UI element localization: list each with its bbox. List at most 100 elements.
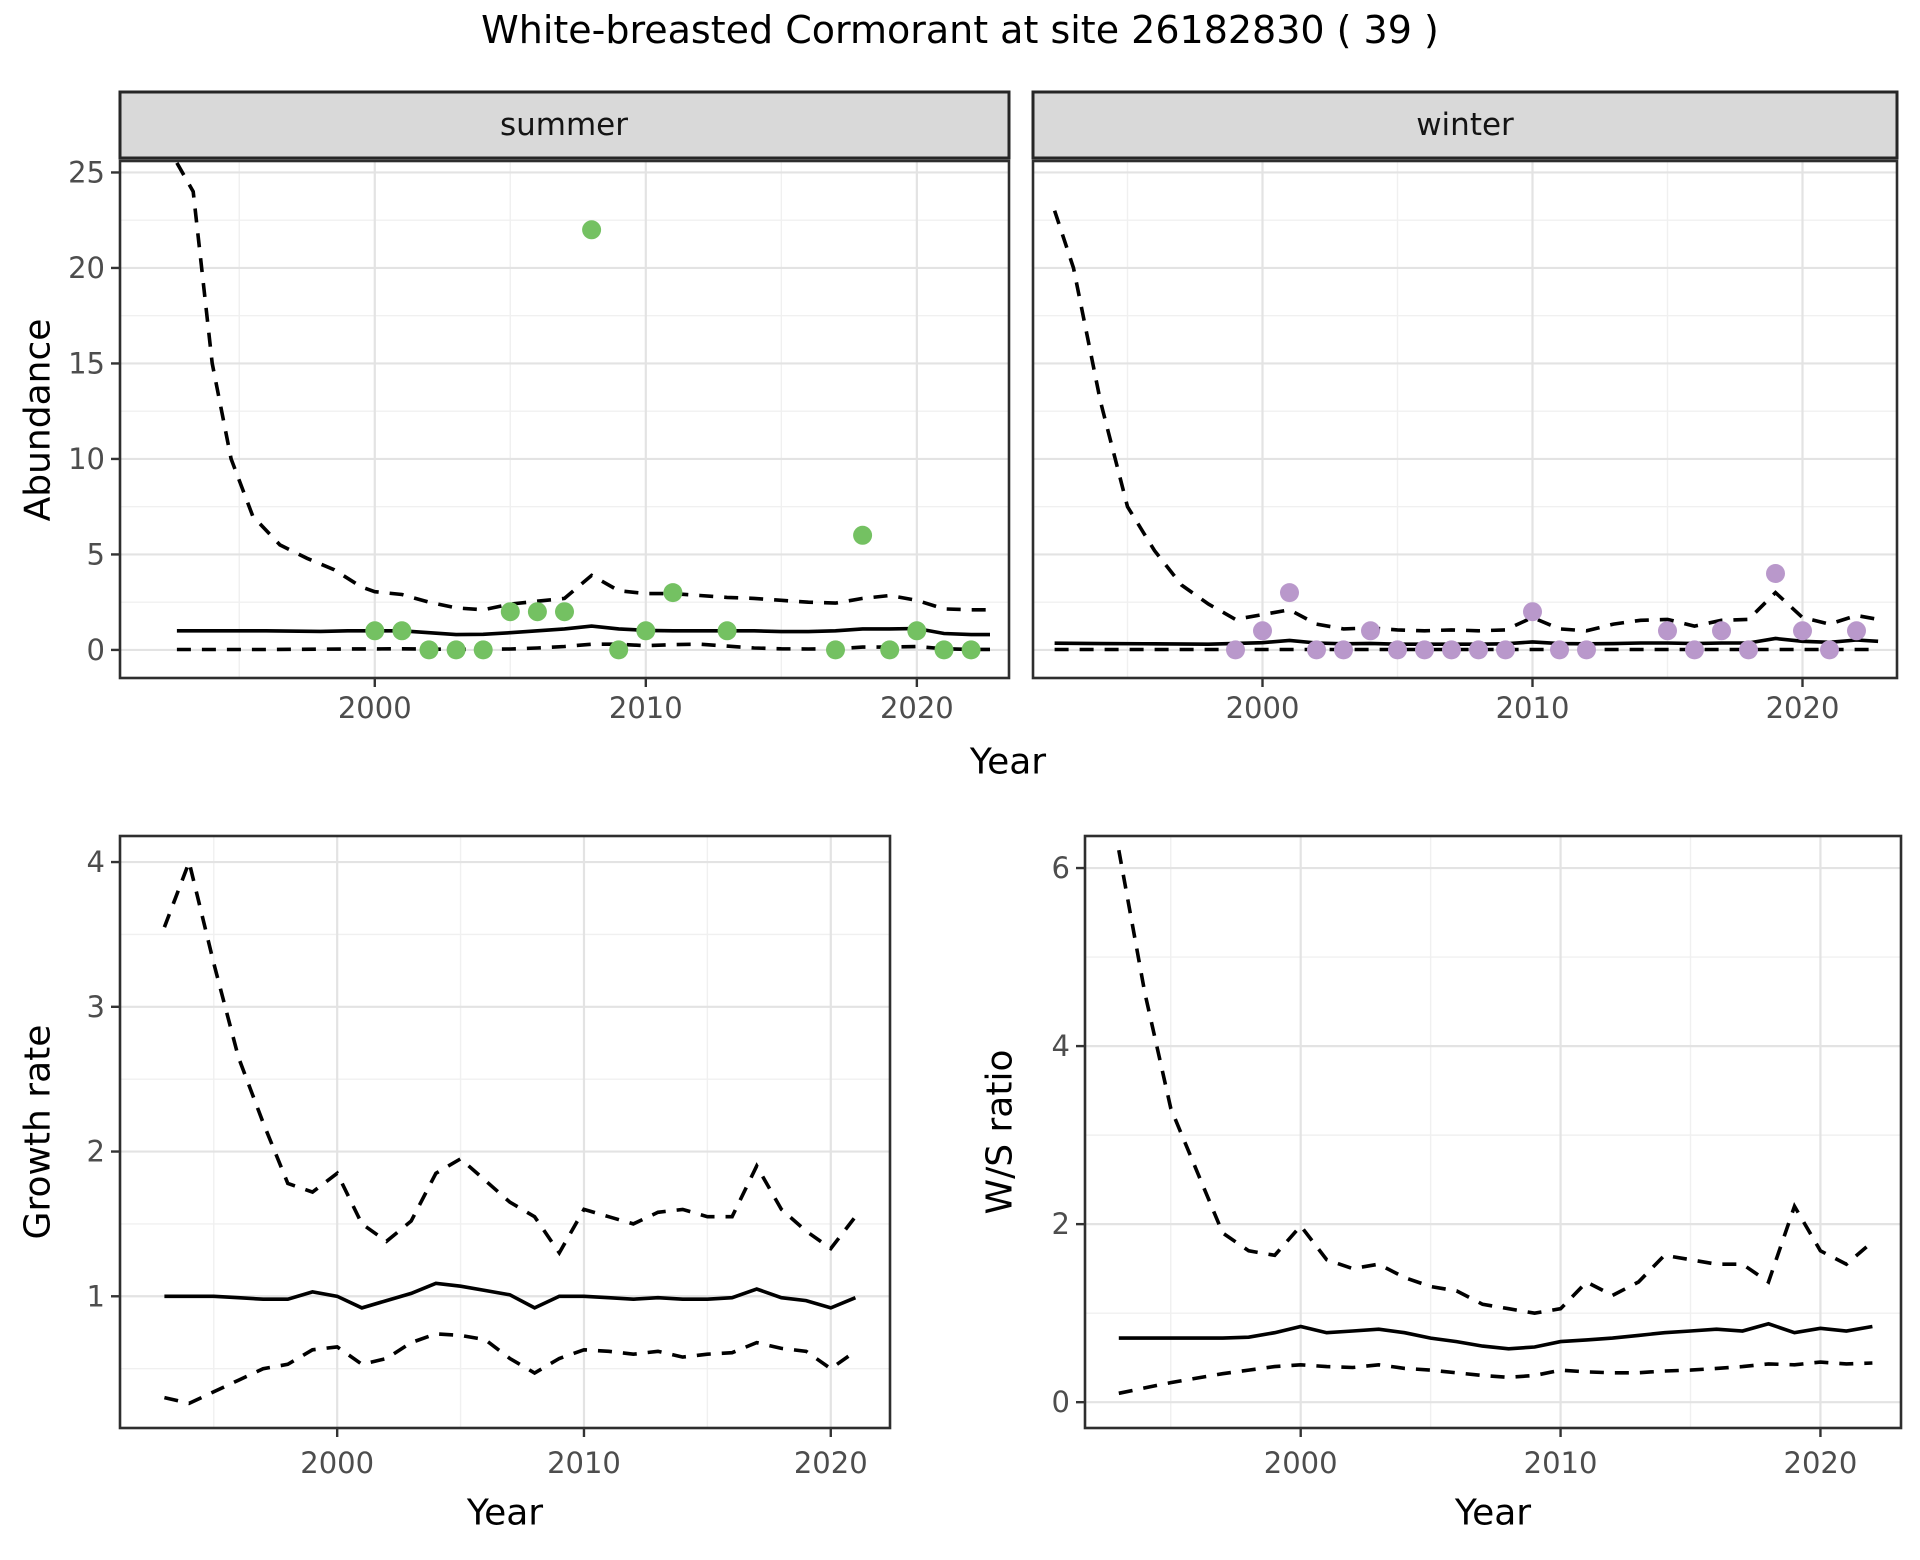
grid-major: [1085, 836, 1901, 1428]
axis-tick-labels: 2000 2010 2020 0 5 10 15 20 25: [68, 155, 954, 725]
y-axis-title-growth-rate: Growth rate: [17, 1024, 59, 1240]
panel-background: [1085, 836, 1901, 1428]
y-tick-label: 10: [68, 442, 105, 476]
data-point: [853, 525, 873, 545]
data-point: [934, 640, 954, 660]
data-point: [1415, 640, 1434, 660]
y-tick-label: 6: [1052, 851, 1070, 885]
median-line: [1054, 636, 1879, 647]
data-point: [419, 640, 439, 660]
facet-strip-label-summer: summer: [499, 107, 629, 143]
upper-ci-line: [1117, 849, 1874, 1316]
observation-points: [365, 220, 981, 660]
grid-minor: [120, 836, 890, 1428]
y-tick-label: 0: [1052, 1385, 1070, 1419]
y-tick-label: 0: [87, 633, 105, 667]
y-tick-label: 15: [68, 346, 105, 380]
data-point: [1712, 621, 1731, 641]
lower-ci-line: [1118, 1360, 1873, 1396]
grid-minor: [1033, 161, 1897, 678]
x-tick-label: 2020: [1784, 1446, 1858, 1480]
x-tick-label: 2000: [300, 1446, 374, 1480]
y-axis-title-ws-ratio: W/S ratio: [979, 1049, 1021, 1215]
grid-major: [120, 161, 1009, 678]
axis-ticks: [111, 860, 832, 1437]
y-tick-label: 4: [87, 845, 105, 879]
data-point: [392, 621, 412, 641]
y-tick-label: 25: [68, 155, 105, 189]
data-point: [1442, 640, 1461, 660]
x-tick-label: 2020: [794, 1446, 868, 1480]
data-point: [1847, 621, 1866, 641]
series-lines: [1117, 849, 1874, 1396]
data-point: [609, 640, 629, 660]
upper-ci-line: [175, 162, 990, 612]
x-axis-title-year-top: Year: [969, 741, 1047, 783]
y-tick-label: 5: [87, 537, 105, 571]
data-point: [907, 621, 927, 641]
observation-points: [1226, 564, 1866, 660]
data-point: [527, 602, 547, 622]
axis-ticks: [1076, 866, 1822, 1437]
data-point: [880, 640, 900, 660]
panel-border: [118, 159, 1011, 680]
panel-abundance-winter: 2000 2010 2020: [1031, 90, 1899, 725]
data-point: [1820, 640, 1839, 660]
data-point: [1766, 564, 1785, 583]
median-line: [164, 1281, 857, 1310]
data-point: [555, 602, 574, 622]
panel-background: [120, 836, 890, 1428]
grid-minor: [1085, 836, 1901, 1428]
data-point: [1658, 621, 1677, 641]
axis-ticks: [1261, 678, 1804, 687]
x-tick-label: 2010: [609, 691, 683, 725]
data-point: [1523, 602, 1542, 622]
data-point: [1307, 640, 1326, 660]
panel-ws-ratio: 2000 2010 2020 0 2 4 6: [1052, 834, 1903, 1480]
y-tick-label: 2: [87, 1135, 105, 1169]
facet-strip: [118, 90, 1011, 160]
x-tick-label: 2000: [338, 691, 412, 725]
panel-background: [1033, 161, 1897, 678]
axis-ticks: [111, 171, 919, 687]
upper-ci-line: [1052, 210, 1879, 633]
axis-tick-labels: 2000 2010 2020: [1226, 691, 1840, 725]
y-tick-label: 20: [68, 251, 105, 285]
data-point: [717, 621, 737, 641]
data-point: [500, 602, 520, 622]
median-line: [1118, 1321, 1873, 1351]
data-point: [1226, 640, 1245, 660]
panel-abundance-summer: 2000 2010 2020 0 5 10 15 20 25: [68, 90, 1011, 725]
series-lines: [1052, 210, 1879, 652]
series-lines: [162, 856, 857, 1406]
grid-major: [1033, 161, 1897, 678]
data-point: [1496, 640, 1515, 660]
x-axis-title-year-bottom-right: Year: [1454, 1492, 1532, 1534]
data-point: [1739, 640, 1758, 660]
lower-ci-line: [176, 642, 990, 652]
data-point: [473, 640, 493, 660]
data-point: [636, 621, 656, 641]
lower-ci-line: [163, 1332, 857, 1406]
panel-border: [1031, 159, 1899, 680]
y-tick-label: 1: [87, 1279, 105, 1313]
upper-ci-line: [162, 856, 857, 1257]
grid-major: [120, 836, 890, 1428]
x-axis-title-year-bottom-left: Year: [466, 1492, 544, 1534]
axis-tick-labels: 2000 2010 2020 0 2 4 6: [1052, 851, 1858, 1480]
data-point: [446, 640, 466, 660]
x-tick-label: 2020: [880, 691, 954, 725]
grid-minor: [120, 161, 1009, 678]
data-point: [1685, 640, 1704, 660]
data-point: [1253, 621, 1272, 641]
y-tick-label: 3: [87, 990, 105, 1024]
panel-growth-rate: 2000 2010 2020 1 2 3 4: [87, 834, 892, 1480]
y-axis-title-abundance: Abundance: [17, 318, 59, 522]
data-point: [1361, 621, 1380, 641]
y-tick-label: 2: [1052, 1207, 1070, 1241]
x-tick-label: 2000: [1226, 691, 1300, 725]
x-tick-label: 2020: [1766, 691, 1840, 725]
chart-title: White-breasted Cormorant at site 2618283…: [481, 8, 1439, 52]
data-point: [1469, 640, 1488, 660]
data-point: [1793, 621, 1812, 641]
